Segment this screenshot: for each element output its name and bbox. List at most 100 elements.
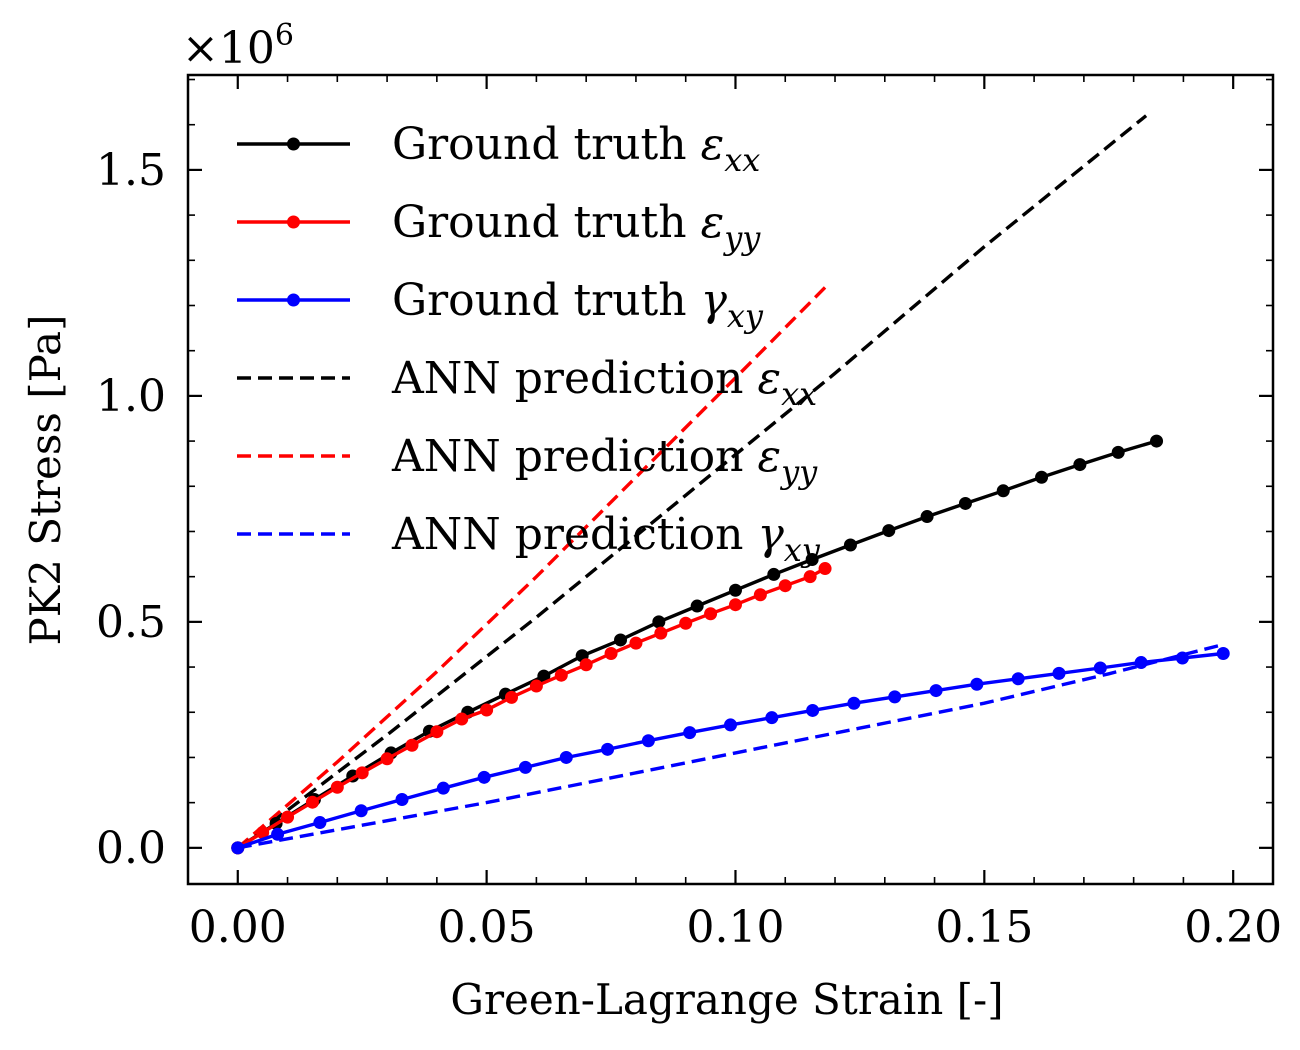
legend-label-subscript: xy (784, 531, 821, 569)
data-point-ground-truth-eps-yy (455, 712, 469, 726)
data-point-ground-truth-gamma-xy (477, 770, 491, 784)
legend-label-text: Ground truth (392, 119, 701, 170)
data-point-ground-truth-gamma-xy (806, 703, 820, 717)
data-point-ground-truth-eps-xx (843, 538, 857, 552)
legend-label-text: ANN prediction (391, 509, 757, 560)
tick-layer: 0.00 0.05 0.10 0.15 0.20 0.0 0.5 1.0 1.5 (96, 75, 1282, 953)
data-point-ground-truth-gamma-xy (1052, 666, 1066, 680)
data-point-ground-truth-eps-yy (803, 570, 817, 584)
data-point-ground-truth-eps-xx (920, 510, 934, 524)
data-point-ground-truth-gamma-xy (601, 742, 615, 756)
series-line-ann-prediction-eps-yy (236, 286, 827, 850)
legend-marker-ground-truth-eps-xx (287, 137, 300, 151)
data-point-ground-truth-eps-yy (330, 780, 344, 794)
data-point-ground-truth-gamma-xy (847, 696, 861, 710)
legend-label-ann-prediction-eps-xx: ANN prediction εxx (391, 353, 817, 413)
legend-label-symbol: ε (757, 353, 781, 404)
data-point-ground-truth-eps-yy (305, 795, 319, 809)
y-multiplier-exponent: 6 (275, 18, 294, 53)
data-point-ground-truth-eps-yy (654, 626, 668, 640)
data-point-ground-truth-eps-xx (1111, 445, 1125, 459)
data-point-ground-truth-gamma-xy (970, 677, 984, 691)
data-point-ground-truth-eps-yy (430, 725, 444, 739)
data-point-ground-truth-eps-yy (629, 636, 643, 650)
legend-label-symbol: ε (701, 119, 725, 170)
y-multiplier-base: ×10 (182, 23, 275, 74)
legend-label-subscript: xy (727, 297, 764, 335)
legend-label-symbol: γ (701, 275, 728, 326)
legend-label-symbol: ε (757, 431, 781, 482)
data-point-ground-truth-eps-xx (805, 552, 819, 566)
data-point-ground-truth-gamma-xy (1134, 656, 1148, 670)
data-point-ground-truth-eps-xx (690, 599, 704, 613)
data-point-ground-truth-eps-yy (778, 579, 792, 593)
data-point-ground-truth-eps-xx (1073, 458, 1087, 472)
data-point-ground-truth-gamma-xy (765, 711, 779, 725)
data-point-ground-truth-gamma-xy (231, 841, 245, 855)
legend-label-subscript: xx (781, 375, 817, 413)
y-tick-label: 0.5 (96, 597, 166, 648)
data-point-ground-truth-gamma-xy (313, 816, 327, 830)
legend-label-text: Ground truth (392, 197, 701, 248)
data-point-ground-truth-eps-yy (355, 766, 369, 780)
data-point-ground-truth-eps-xx (996, 484, 1010, 498)
data-point-ground-truth-gamma-xy (724, 718, 737, 732)
data-point-ground-truth-eps-xx (767, 567, 781, 581)
data-point-ground-truth-eps-xx (537, 669, 551, 683)
data-point-ground-truth-eps-yy (679, 616, 693, 630)
data-point-ground-truth-eps-yy (753, 588, 767, 602)
data-point-ground-truth-gamma-xy (518, 760, 532, 774)
data-point-ground-truth-eps-xx (882, 524, 896, 538)
y-tick-label: 1.5 (96, 145, 166, 196)
y-axis-title: PK2 Stress [Pa] (21, 315, 70, 646)
legend-label-ground-truth-eps-xx: Ground truth εxx (392, 119, 760, 179)
data-point-ground-truth-gamma-xy (271, 827, 285, 841)
data-point-ground-truth-eps-xx (652, 615, 666, 629)
legend-marker-ground-truth-eps-yy (287, 215, 300, 229)
data-point-ground-truth-eps-yy (704, 607, 718, 621)
data-point-ground-truth-gamma-xy (929, 684, 943, 698)
data-point-ground-truth-eps-yy (604, 647, 618, 661)
legend-label-ground-truth-gamma-xy: Ground truth γxy (392, 275, 764, 335)
data-point-ground-truth-gamma-xy (1175, 651, 1189, 665)
legend-label-ground-truth-eps-yy: Ground truth εyy (392, 197, 761, 257)
data-point-ground-truth-gamma-xy (1011, 672, 1025, 686)
data-point-ground-truth-eps-xx (1035, 470, 1049, 484)
legend-label-subscript: yy (779, 453, 818, 491)
legend-label-symbol: γ (757, 509, 784, 560)
x-tick-label: 0.10 (686, 902, 784, 953)
data-point-ground-truth-gamma-xy (1093, 661, 1107, 675)
data-point-ground-truth-eps-xx (958, 496, 972, 510)
legend-label-ann-prediction-gamma-xy: ANN prediction γxy (391, 509, 821, 569)
data-point-ground-truth-eps-xx (728, 583, 742, 597)
data-point-ground-truth-eps-yy (728, 598, 742, 612)
data-point-ground-truth-gamma-xy (354, 804, 368, 818)
data-point-ground-truth-eps-yy (818, 562, 832, 576)
y-tick-label: 0.0 (96, 823, 166, 874)
legend-marker-ground-truth-gamma-xy (287, 293, 300, 307)
y-axis-multiplier: ×106 (182, 18, 294, 74)
legend-label-subscript: yy (722, 219, 761, 257)
data-point-ground-truth-eps-yy (256, 825, 270, 839)
data-point-ground-truth-gamma-xy (683, 726, 697, 740)
x-tick-label: 0.05 (438, 902, 536, 953)
x-tick-label: 0.20 (1184, 902, 1282, 953)
legend-label-text: ANN prediction (391, 353, 757, 404)
y-tick-label: 1.0 (96, 371, 166, 422)
legend-label-text: Ground truth (392, 275, 701, 326)
legend-label-text: ANN prediction (391, 431, 757, 482)
data-point-ground-truth-gamma-xy (436, 781, 450, 795)
data-point-ground-truth-eps-yy (480, 703, 494, 717)
data-point-ground-truth-gamma-xy (641, 734, 655, 748)
data-point-ground-truth-eps-yy (281, 810, 295, 824)
data-point-ground-truth-eps-yy (380, 752, 394, 766)
data-point-ground-truth-eps-xx (614, 633, 628, 647)
legend-label-symbol: ε (701, 197, 725, 248)
plot-frame (186, 73, 1275, 886)
data-point-ground-truth-eps-yy (405, 738, 419, 752)
data-point-ground-truth-eps-xx (1150, 434, 1164, 448)
data-point-ground-truth-gamma-xy (559, 750, 573, 764)
data-point-ground-truth-eps-yy (554, 668, 568, 682)
